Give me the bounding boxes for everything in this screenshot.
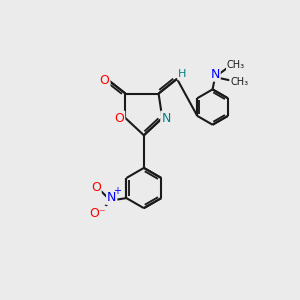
- Text: N: N: [210, 68, 220, 81]
- Text: H: H: [178, 69, 187, 80]
- Text: CH₃: CH₃: [227, 60, 245, 70]
- Text: O⁻: O⁻: [89, 207, 106, 220]
- Text: CH₃: CH₃: [230, 77, 248, 87]
- Text: N: N: [107, 191, 116, 204]
- Text: O: O: [114, 112, 124, 124]
- Text: O: O: [100, 74, 110, 87]
- Text: +: +: [113, 186, 122, 196]
- Text: N: N: [161, 112, 171, 124]
- Text: O: O: [91, 181, 101, 194]
